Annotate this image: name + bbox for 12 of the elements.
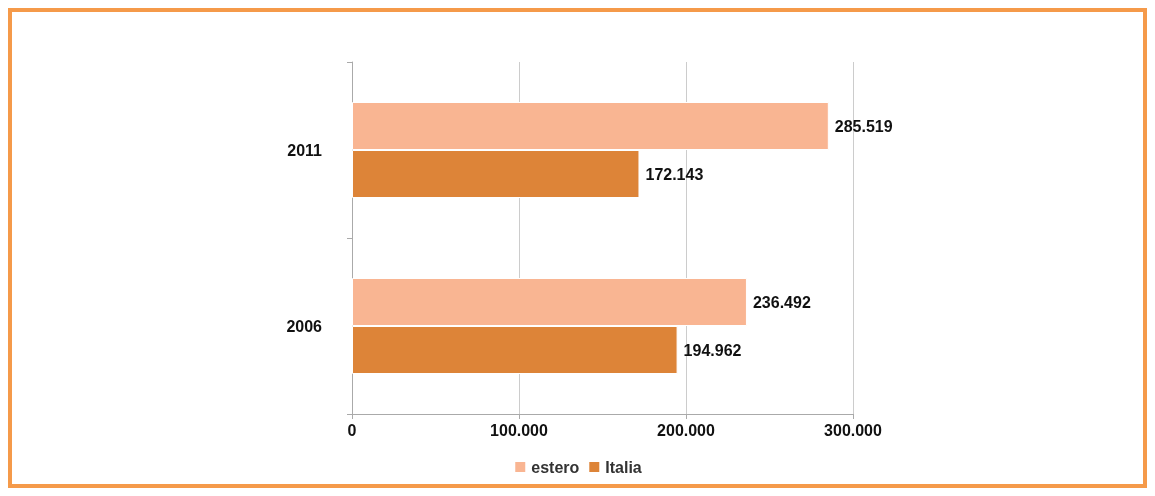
x-tick-label: 200.000 xyxy=(657,421,716,439)
legend-label: estero xyxy=(531,458,580,476)
y-tick-label: 2011 xyxy=(287,141,323,159)
y-tick-label: 2006 xyxy=(286,317,323,335)
data-label: 172.143 xyxy=(645,165,704,183)
data-label: 194.962 xyxy=(683,341,742,359)
legend-label: Italia xyxy=(605,458,642,476)
data-label: 236.492 xyxy=(752,293,811,311)
x-tick-label: 300.000 xyxy=(824,421,883,439)
x-tick-label: 0 xyxy=(347,421,357,439)
x-tick-label: 100.000 xyxy=(490,421,549,439)
data-label: 285.519 xyxy=(834,117,893,135)
